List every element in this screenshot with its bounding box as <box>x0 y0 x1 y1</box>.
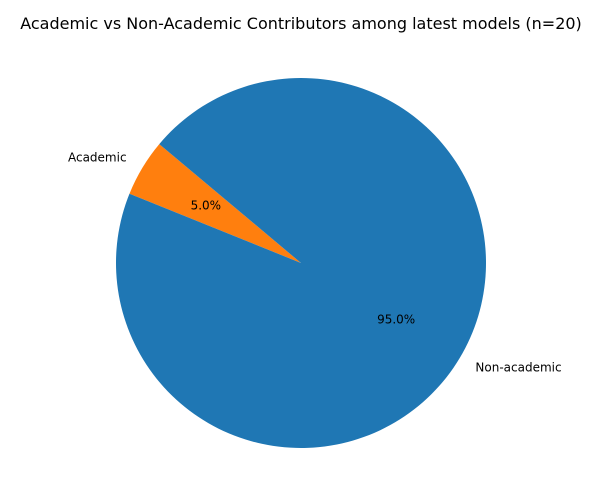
pct-label-non-academic: 95.0% <box>377 313 415 327</box>
pie-slice-academic <box>129 144 301 263</box>
pie-slice-non-academic <box>115 77 487 448</box>
slice-label-academic: Academic <box>68 151 127 165</box>
pie-plot-area: Academic 5.0% Non-academic 95.0% <box>68 77 562 448</box>
pct-label-academic: 5.0% <box>191 198 222 212</box>
chart-title: Academic vs Non-Academic Contributors am… <box>20 14 582 33</box>
slice-label-non-academic: Non-academic <box>475 360 561 374</box>
